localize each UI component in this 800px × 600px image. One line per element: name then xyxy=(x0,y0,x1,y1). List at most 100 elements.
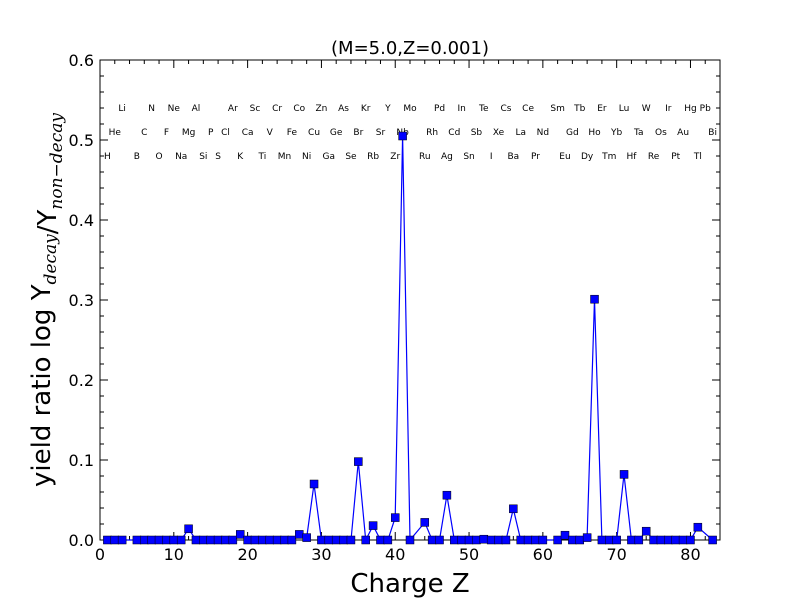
element-label: Ca xyxy=(242,128,254,138)
element-label: Si xyxy=(199,152,207,162)
element-label: Ga xyxy=(323,152,336,162)
element-label: Pr xyxy=(531,152,540,162)
data-point xyxy=(531,535,540,545)
element-label: Os xyxy=(655,128,667,138)
data-point xyxy=(361,535,370,545)
data-point xyxy=(472,535,481,545)
chart-title: (M=5.0,Z=0.001) xyxy=(331,38,489,59)
data-point xyxy=(678,535,688,545)
element-label: H xyxy=(104,152,111,162)
data-point xyxy=(176,535,186,545)
element-label: V xyxy=(267,128,274,138)
data-point xyxy=(649,535,658,545)
element-label: Sr xyxy=(376,128,386,138)
element-label: Ir xyxy=(665,104,672,114)
element-label: Zr xyxy=(390,152,400,162)
data-point xyxy=(243,535,252,545)
element-label: Co xyxy=(293,104,305,114)
data-point xyxy=(324,535,334,545)
data-point xyxy=(405,535,415,545)
element-label: Rb xyxy=(367,152,379,162)
data-point xyxy=(280,535,289,545)
element-label: Te xyxy=(478,104,489,114)
element-label: Zn xyxy=(315,104,327,114)
data-point xyxy=(162,535,171,545)
data-point xyxy=(634,535,644,545)
data-point xyxy=(147,535,156,545)
element-label: Mg xyxy=(182,128,195,138)
y-tick-label: 0.1 xyxy=(69,451,94,470)
y-tick-label: 0.4 xyxy=(69,211,94,230)
element-label: Sc xyxy=(250,104,261,114)
x-tick-label: 40 xyxy=(385,545,405,564)
x-axis-title: Charge Z xyxy=(350,569,469,599)
element-label: K xyxy=(237,152,244,162)
data-point xyxy=(671,535,680,545)
element-label: Cd xyxy=(448,128,460,138)
x-tick-label: 80 xyxy=(680,545,700,564)
element-label: Dy xyxy=(581,152,594,162)
data-point xyxy=(686,535,695,545)
data-point xyxy=(199,535,208,545)
data-point xyxy=(501,535,511,545)
element-label: Se xyxy=(345,152,357,162)
y-tick-label: 0.6 xyxy=(69,51,94,70)
data-point xyxy=(605,535,614,545)
data-point xyxy=(450,535,459,545)
data-point xyxy=(346,535,356,545)
data-point xyxy=(612,535,621,545)
element-label: P xyxy=(208,128,214,138)
element-label: Au xyxy=(677,128,689,138)
element-label: Ge xyxy=(330,128,343,138)
element-label: Ni xyxy=(302,152,311,162)
data-point xyxy=(103,535,112,545)
data-point xyxy=(516,535,525,545)
element-label: As xyxy=(338,104,349,114)
element-label: Sb xyxy=(471,128,483,138)
data-point xyxy=(538,535,548,545)
data-point xyxy=(582,533,592,542)
series-line xyxy=(107,135,713,543)
y-tick-label: 0.5 xyxy=(69,131,94,150)
data-point xyxy=(664,535,673,545)
element-label: He xyxy=(109,128,122,138)
element-label: Cr xyxy=(272,104,282,114)
data-point xyxy=(457,535,466,545)
element-label: Cs xyxy=(500,104,511,114)
data-point xyxy=(708,535,717,545)
element-label: Nd xyxy=(537,128,549,138)
element-label: Cl xyxy=(221,128,230,138)
element-label: Y xyxy=(384,104,391,114)
element-label: Er xyxy=(597,104,607,114)
element-label: Mn xyxy=(278,152,291,162)
data-point xyxy=(627,535,636,545)
element-label: Yb xyxy=(610,128,622,138)
element-label: C xyxy=(141,128,147,138)
element-label: Hf xyxy=(626,152,637,162)
data-point xyxy=(442,490,452,500)
element-label: Na xyxy=(175,152,187,162)
data-point xyxy=(494,535,503,545)
element-label: In xyxy=(457,104,465,114)
data-point xyxy=(250,535,260,545)
plot-area: 0 10 20 30 40 50 60 70 80 0.0 0.1 0.2 0.3 0.4 0.5 0.6 Li… xyxy=(69,51,721,564)
data-point xyxy=(339,535,348,545)
element-label: Tm xyxy=(601,152,616,162)
data-point xyxy=(693,522,703,532)
data-point xyxy=(295,530,304,539)
element-label: Bi xyxy=(708,128,717,138)
x-tick-label: 0 xyxy=(95,545,105,564)
element-label: Tb xyxy=(573,104,585,114)
x-tick-label: 30 xyxy=(311,545,331,564)
element-label: Mo xyxy=(403,104,417,114)
data-point xyxy=(383,535,393,545)
data-point xyxy=(656,535,666,545)
data-point xyxy=(184,524,193,534)
y-tick-label: 0.3 xyxy=(69,291,94,310)
data-point xyxy=(331,535,341,545)
data-point xyxy=(509,504,518,514)
data-point xyxy=(287,535,297,545)
x-tick-label: 10 xyxy=(164,545,184,564)
data-point xyxy=(479,534,489,544)
element-label: S xyxy=(215,152,221,162)
